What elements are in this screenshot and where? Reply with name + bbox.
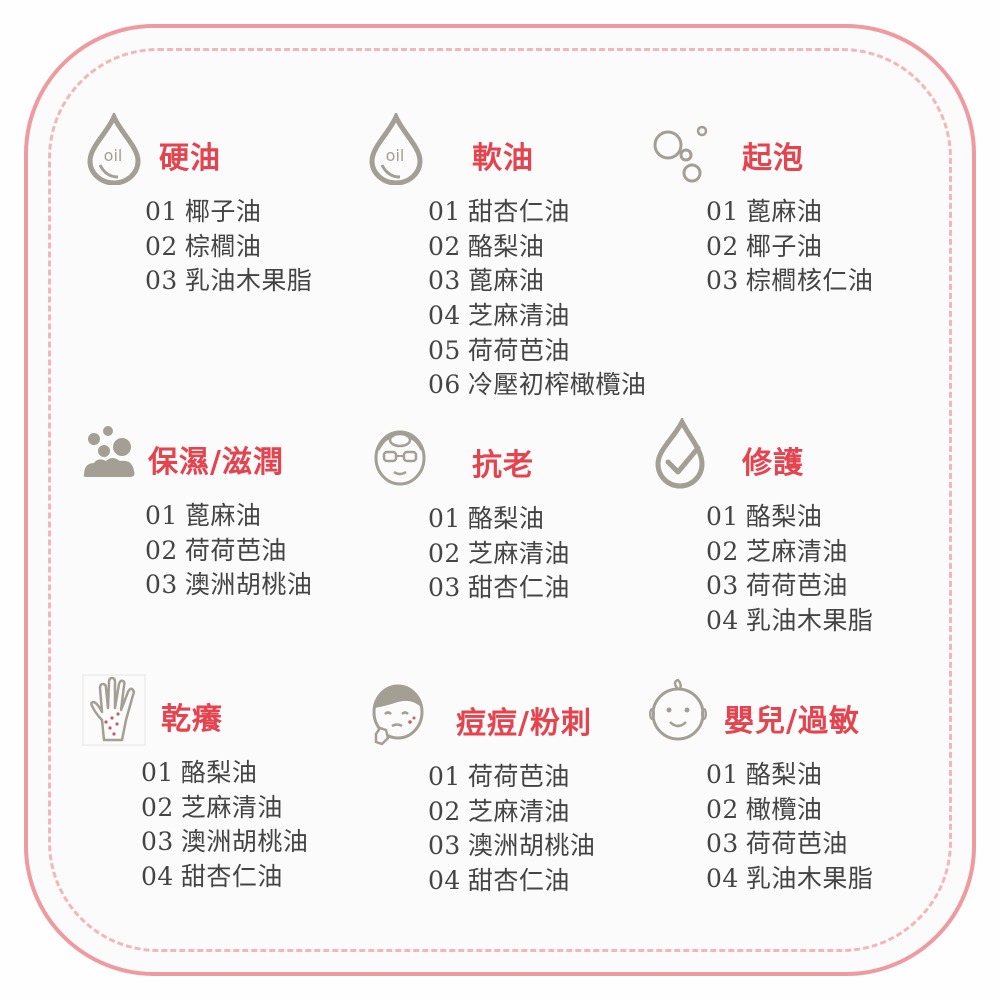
drop-check-icon	[648, 418, 712, 490]
list-item: 03 蓖麻油	[428, 266, 545, 296]
oil-list: 01 酪梨油 02 芝麻清油 03 甜杏仁油	[428, 502, 570, 606]
list-item: 01 酪梨油	[706, 502, 823, 531]
list-item: 02 酪梨油	[428, 231, 545, 261]
list-item: 02 荷荷芭油	[145, 535, 287, 565]
list-item: 01 酪梨油	[428, 504, 545, 533]
list-item: 02 橄欖油	[706, 794, 823, 824]
oil-list: 01 酪梨油 02 橄欖油 03 荷荷芭油 04 乳油木果脂	[706, 758, 873, 897]
category-title: 嬰兒/過敏	[724, 704, 860, 739]
oil-list: 01 酪梨油 02 芝麻清油 03 荷荷芭油 04 乳油木果脂	[706, 500, 873, 639]
list-item: 02 芝麻清油	[706, 536, 848, 566]
list-item: 03 棕櫚核仁油	[706, 266, 874, 296]
dashed-frame	[48, 48, 952, 952]
category-title: 乾癢	[161, 702, 223, 737]
oil-drop-label: oil	[104, 146, 123, 165]
oil-list: 01 荷荷芭油 02 芝麻清油 03 澳洲胡桃油 04 甜杏仁油	[428, 760, 595, 899]
list-item: 02 棕櫚油	[145, 231, 262, 261]
list-item: 03 乳油木果脂	[145, 266, 313, 296]
oil-list: 01 酪梨油 02 芝麻清油 03 澳洲胡桃油 04 甜杏仁油	[141, 756, 308, 895]
baby-face-icon	[646, 676, 710, 748]
list-item: 01 荷荷芭油	[428, 762, 570, 791]
list-item: 01 酪梨油	[706, 760, 823, 789]
oil-drop-icon: oil	[82, 113, 146, 185]
bubbles-icon	[650, 113, 714, 185]
list-item: 01 甜杏仁油	[428, 197, 570, 226]
foam-icon	[78, 417, 142, 489]
category-title: 保濕/滋潤	[148, 445, 284, 480]
oil-list: 01 蓖麻油 02 荷荷芭油 03 澳洲胡桃油	[145, 499, 312, 603]
list-item: 03 荷荷芭油	[706, 829, 848, 859]
list-item: 04 甜杏仁油	[428, 866, 570, 896]
list-item: 03 澳洲胡桃油	[428, 831, 596, 861]
oil-list: 01 蓖麻油 02 椰子油 03 棕櫚核仁油	[706, 195, 873, 299]
list-item: 02 芝麻清油	[428, 796, 570, 826]
category-title: 硬油	[159, 141, 221, 176]
list-item: 06 冷壓初榨橄欖油	[428, 370, 647, 400]
list-item: 02 芝麻清油	[141, 792, 283, 822]
list-item: 01 蓖麻油	[706, 197, 823, 226]
list-item: 04 甜杏仁油	[141, 862, 283, 892]
category-title: 痘痘/粉刺	[456, 706, 592, 741]
outer-frame	[24, 24, 976, 976]
list-item: 03 荷荷芭油	[706, 571, 848, 601]
oil-drop-label: oil	[386, 146, 405, 165]
list-item: 05 荷荷芭油	[428, 335, 570, 365]
list-item: 04 芝麻清油	[428, 301, 570, 331]
list-item: 03 澳洲胡桃油	[145, 570, 313, 600]
itchy-hand-icon	[82, 674, 146, 746]
list-item: 04 乳油木果脂	[706, 864, 874, 894]
list-item: 04 乳油木果脂	[706, 606, 874, 636]
list-item: 03 澳洲胡桃油	[141, 827, 309, 857]
oil-drop-icon: oil	[364, 113, 428, 185]
oil-list: 01 椰子油 02 棕櫚油 03 乳油木果脂	[145, 195, 312, 299]
acne-face-icon	[368, 678, 432, 750]
list-item: 02 芝麻清油	[428, 538, 570, 568]
list-item: 03 甜杏仁油	[428, 573, 570, 603]
category-title: 修護	[742, 446, 804, 481]
list-item: 01 酪梨油	[141, 758, 258, 787]
elder-face-icon	[368, 420, 432, 492]
category-title: 起泡	[742, 141, 804, 176]
category-title: 抗老	[472, 448, 534, 483]
list-item: 01 椰子油	[145, 197, 262, 226]
list-item: 02 椰子油	[706, 231, 823, 261]
category-title: 軟油	[472, 141, 534, 176]
oil-list: 01 甜杏仁油 02 酪梨油 03 蓖麻油 04 芝麻清油 05 荷荷芭油 06 冷壓初榨橄…	[428, 195, 646, 403]
list-item: 01 蓖麻油	[145, 501, 262, 530]
